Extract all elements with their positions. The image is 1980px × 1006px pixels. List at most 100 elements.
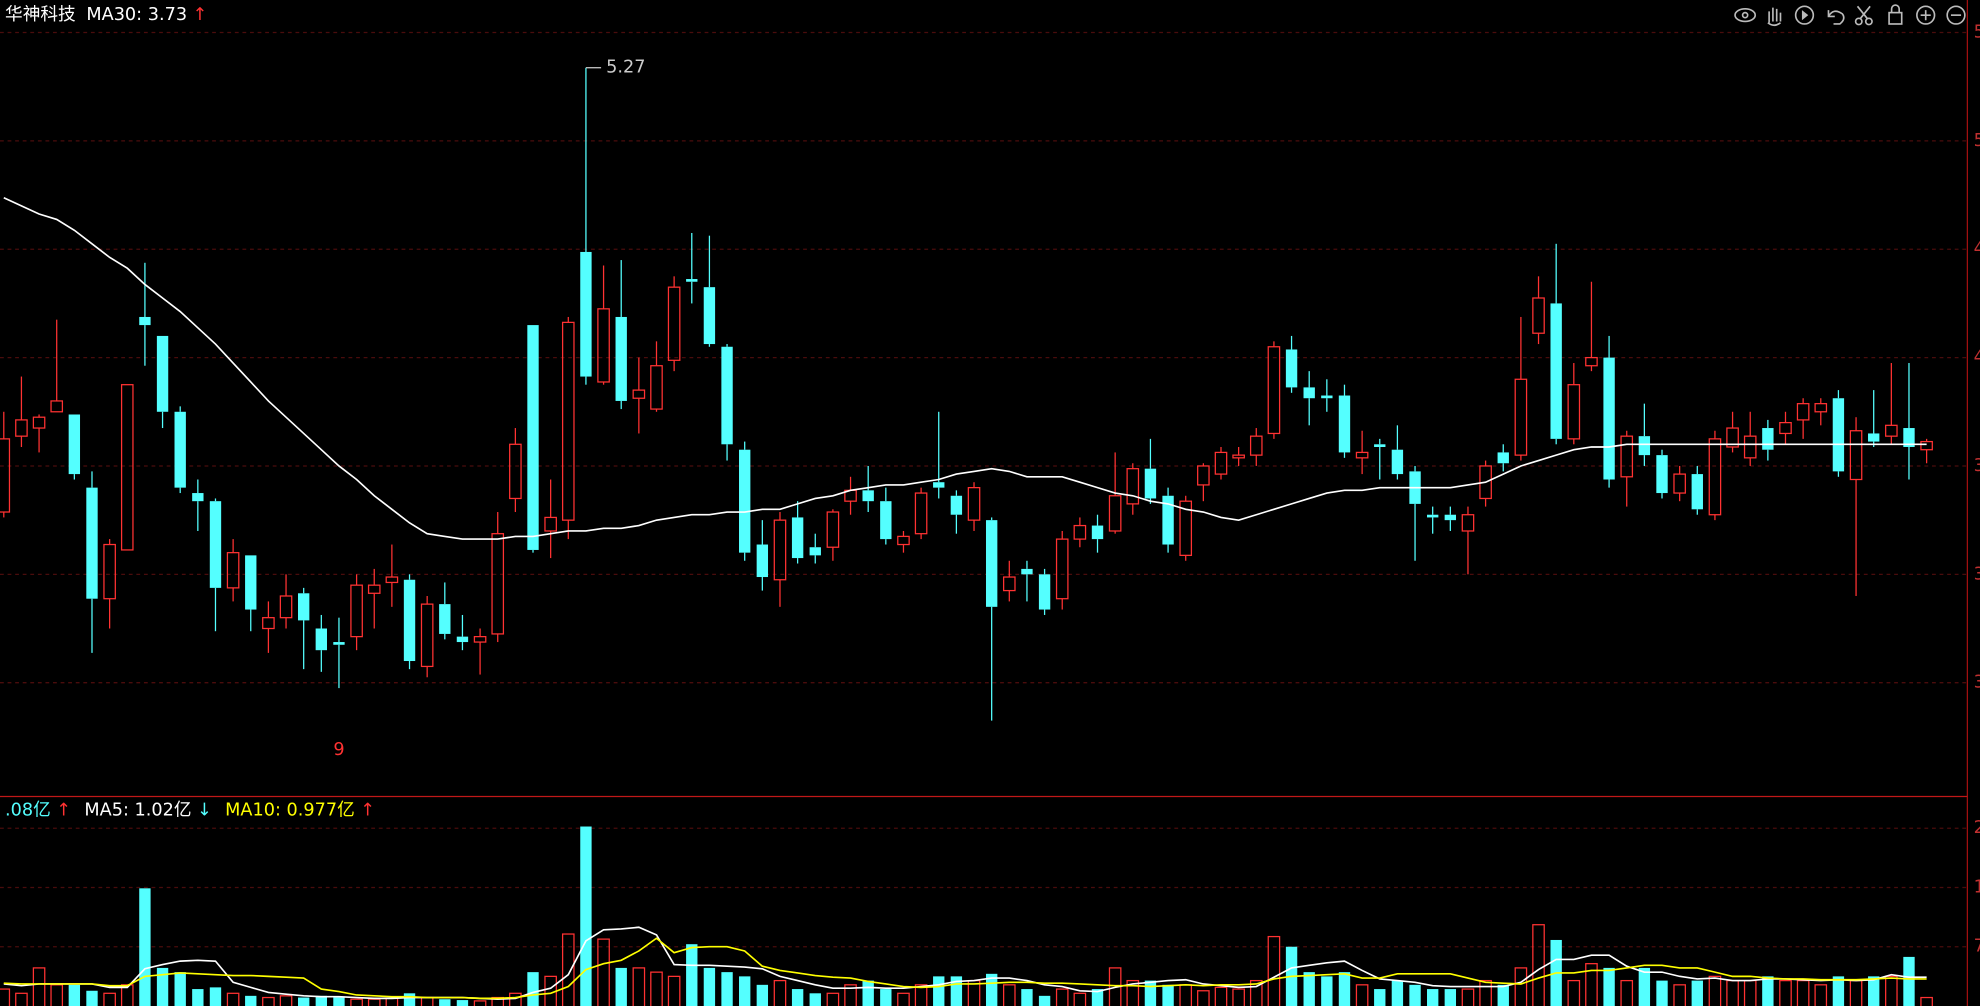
candle-body [1197,465,1210,486]
ma30-arrow: ↑ [193,5,208,25]
candle-body [1144,468,1157,499]
volume-bar [1144,980,1157,1006]
volume-bar [1638,967,1651,1006]
candle-body [1391,449,1404,475]
volume-bar [262,996,275,1006]
volume-bar [597,938,610,1006]
y-tick-label: 3.40 [1974,564,1980,584]
volume-bar [456,1000,469,1006]
volume-bar [1355,984,1369,1006]
eye-button[interactable] [1734,8,1757,23]
volume-bar [826,992,840,1006]
candle-body [1903,428,1915,447]
candle-body [245,555,257,610]
cut-button[interactable] [1854,5,1873,26]
candle-body [68,414,81,475]
ma30-legend: MA30: 3.73 [86,5,187,25]
volume-bar [809,993,821,1006]
volume-bar [1162,984,1174,1006]
candle-body [1126,468,1140,505]
volume-bar [1055,988,1069,1006]
y-tick-label: 4.20 [1974,348,1980,368]
candle-body [667,286,681,361]
candle-body [1303,387,1315,399]
candle-body [1232,454,1245,459]
candle-body [209,501,222,588]
volume-legend: .08亿 [5,799,51,820]
ma-line [3,197,1927,540]
candle-body [862,490,874,502]
volume-bar [1461,988,1475,1006]
undo-button[interactable] [1827,10,1845,25]
candle-body [491,533,505,635]
volume-bar [1656,980,1668,1006]
candle-body [1743,435,1757,459]
y-tick-label: 1.40亿 [1974,876,1980,897]
play-button[interactable] [1794,5,1815,25]
candle-body [1885,424,1898,437]
y-tick-label: 3.80 [1974,456,1980,476]
candle-body [914,492,928,535]
candle-body [773,519,787,581]
volume-bar [226,992,240,1006]
y-tick-label: 3.00 [1974,673,1980,693]
candle-body [597,308,610,383]
candle-body [367,584,381,594]
ma-line [3,926,1927,1001]
candle-body [32,416,46,429]
volume-bar [773,979,787,1006]
volume-bar [1021,989,1033,1006]
volume-arrow: ↑ [56,800,71,820]
candle-body [350,584,363,638]
volume-bar [880,989,892,1006]
candle-body [809,547,821,556]
volume-bar [1374,989,1386,1006]
candle-body [1532,297,1545,334]
volume-bar [1197,990,1210,1006]
hand-button[interactable] [1767,7,1782,27]
zoom-out-button[interactable] [1946,5,1966,25]
candle-body [1779,421,1792,435]
volume-bar [527,972,539,1006]
ma10-arrow: ↑ [360,800,375,820]
lock-button[interactable] [1888,4,1903,25]
volume-bar [914,984,928,1006]
candle-body [0,438,11,513]
candle-body [120,384,134,551]
candle-body [561,321,575,521]
candle-body [1691,474,1703,510]
candle-body [456,636,469,643]
candle-body [933,482,945,488]
volume-bar [1585,963,1598,1006]
candle-body [1762,428,1774,450]
candle-body [791,517,804,559]
volume-bar [615,967,627,1006]
volume-bar [1444,989,1457,1006]
volume-bar [209,987,222,1006]
candle-body [1585,356,1598,367]
volume-bar [1002,984,1016,1006]
volume-bar [0,988,11,1006]
volume-bar [403,993,416,1006]
candle-body [1868,433,1880,442]
candle-body [1162,495,1174,545]
candle-body [985,520,998,607]
volume-bar [1126,979,1140,1006]
candle-body [1249,435,1263,456]
candle-body [1374,444,1386,447]
volume-bar [1409,984,1421,1006]
zoom-in-button[interactable] [1916,5,1936,25]
candle-body [1638,436,1651,456]
candle-body [1055,538,1069,600]
candle-body [1796,403,1810,421]
candle-body [385,576,399,584]
y-tick-label: 5.00 [1974,131,1980,151]
period-mark: 9 [333,740,344,760]
ma5-arrow: ↓ [197,800,212,820]
volume-bar [103,992,116,1006]
candle-body [1038,574,1051,610]
volume-bar [1038,995,1051,1006]
candle-body [1338,395,1351,453]
